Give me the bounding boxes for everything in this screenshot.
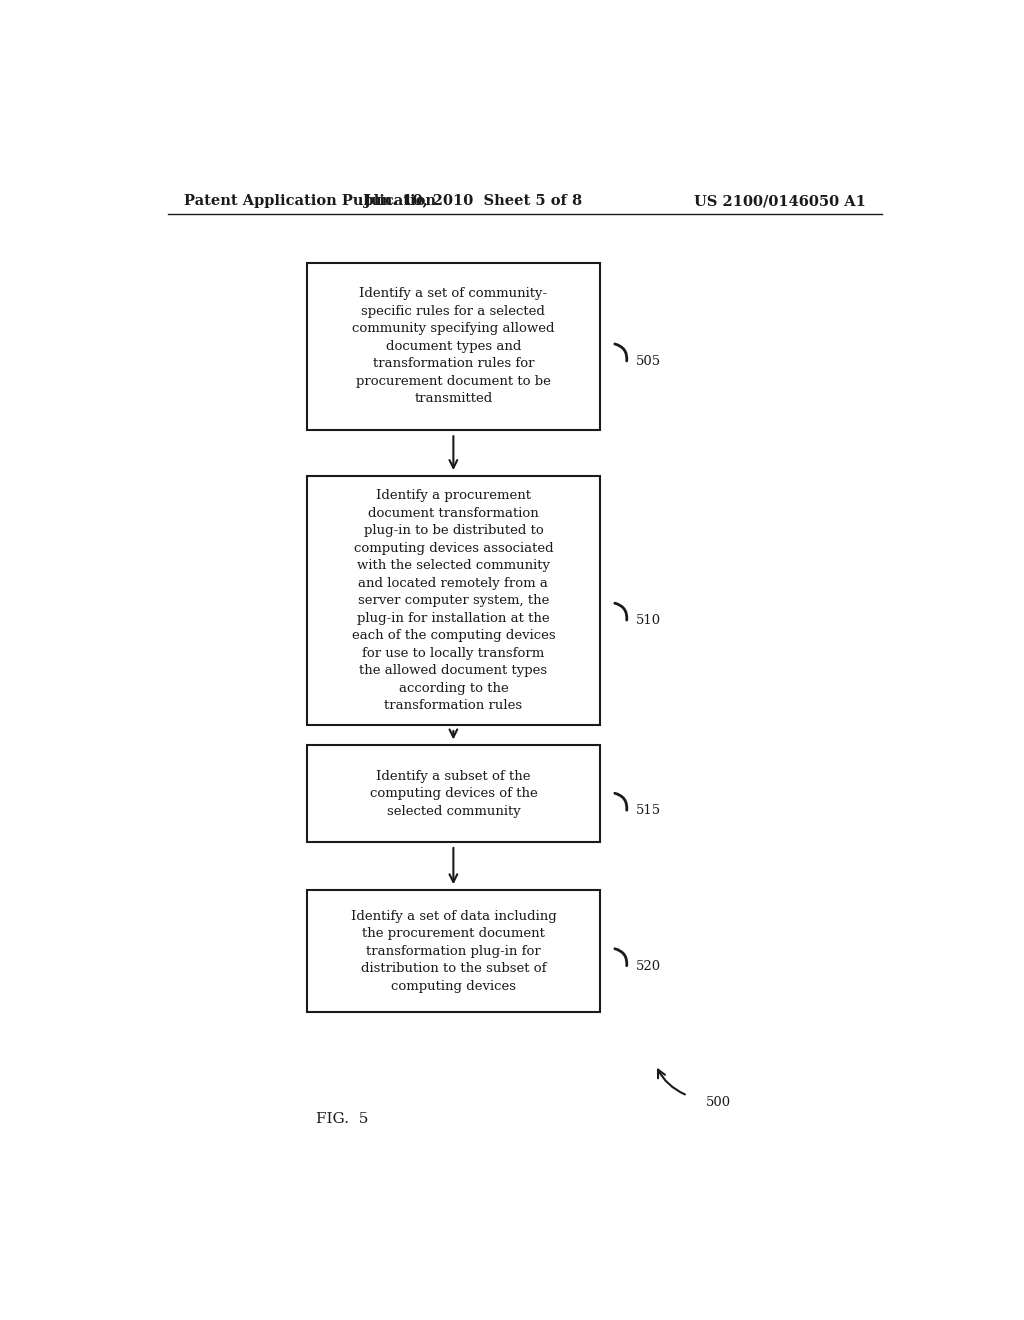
Text: 500: 500: [706, 1096, 731, 1109]
Text: Identify a procurement
document transformation
plug-in to be distributed to
comp: Identify a procurement document transfor…: [351, 488, 555, 711]
Text: Identify a set of community-
specific rules for a selected
community specifying : Identify a set of community- specific ru…: [352, 288, 555, 405]
Bar: [306, 746, 600, 842]
Text: US 2100/0146050 A1: US 2100/0146050 A1: [694, 194, 866, 209]
Bar: [306, 890, 600, 1012]
Bar: [306, 477, 600, 725]
Text: FIG.  5: FIG. 5: [316, 1111, 369, 1126]
Text: 510: 510: [636, 614, 662, 627]
Text: Jun. 10, 2010  Sheet 5 of 8: Jun. 10, 2010 Sheet 5 of 8: [365, 194, 583, 209]
Bar: [306, 263, 600, 430]
Text: Identify a set of data including
the procurement document
transformation plug-in: Identify a set of data including the pro…: [350, 909, 556, 993]
Text: 520: 520: [636, 960, 662, 973]
Text: Patent Application Publication: Patent Application Publication: [183, 194, 435, 209]
Text: 515: 515: [636, 804, 662, 817]
Text: 505: 505: [636, 355, 662, 368]
Text: Identify a subset of the
computing devices of the
selected community: Identify a subset of the computing devic…: [370, 770, 538, 817]
